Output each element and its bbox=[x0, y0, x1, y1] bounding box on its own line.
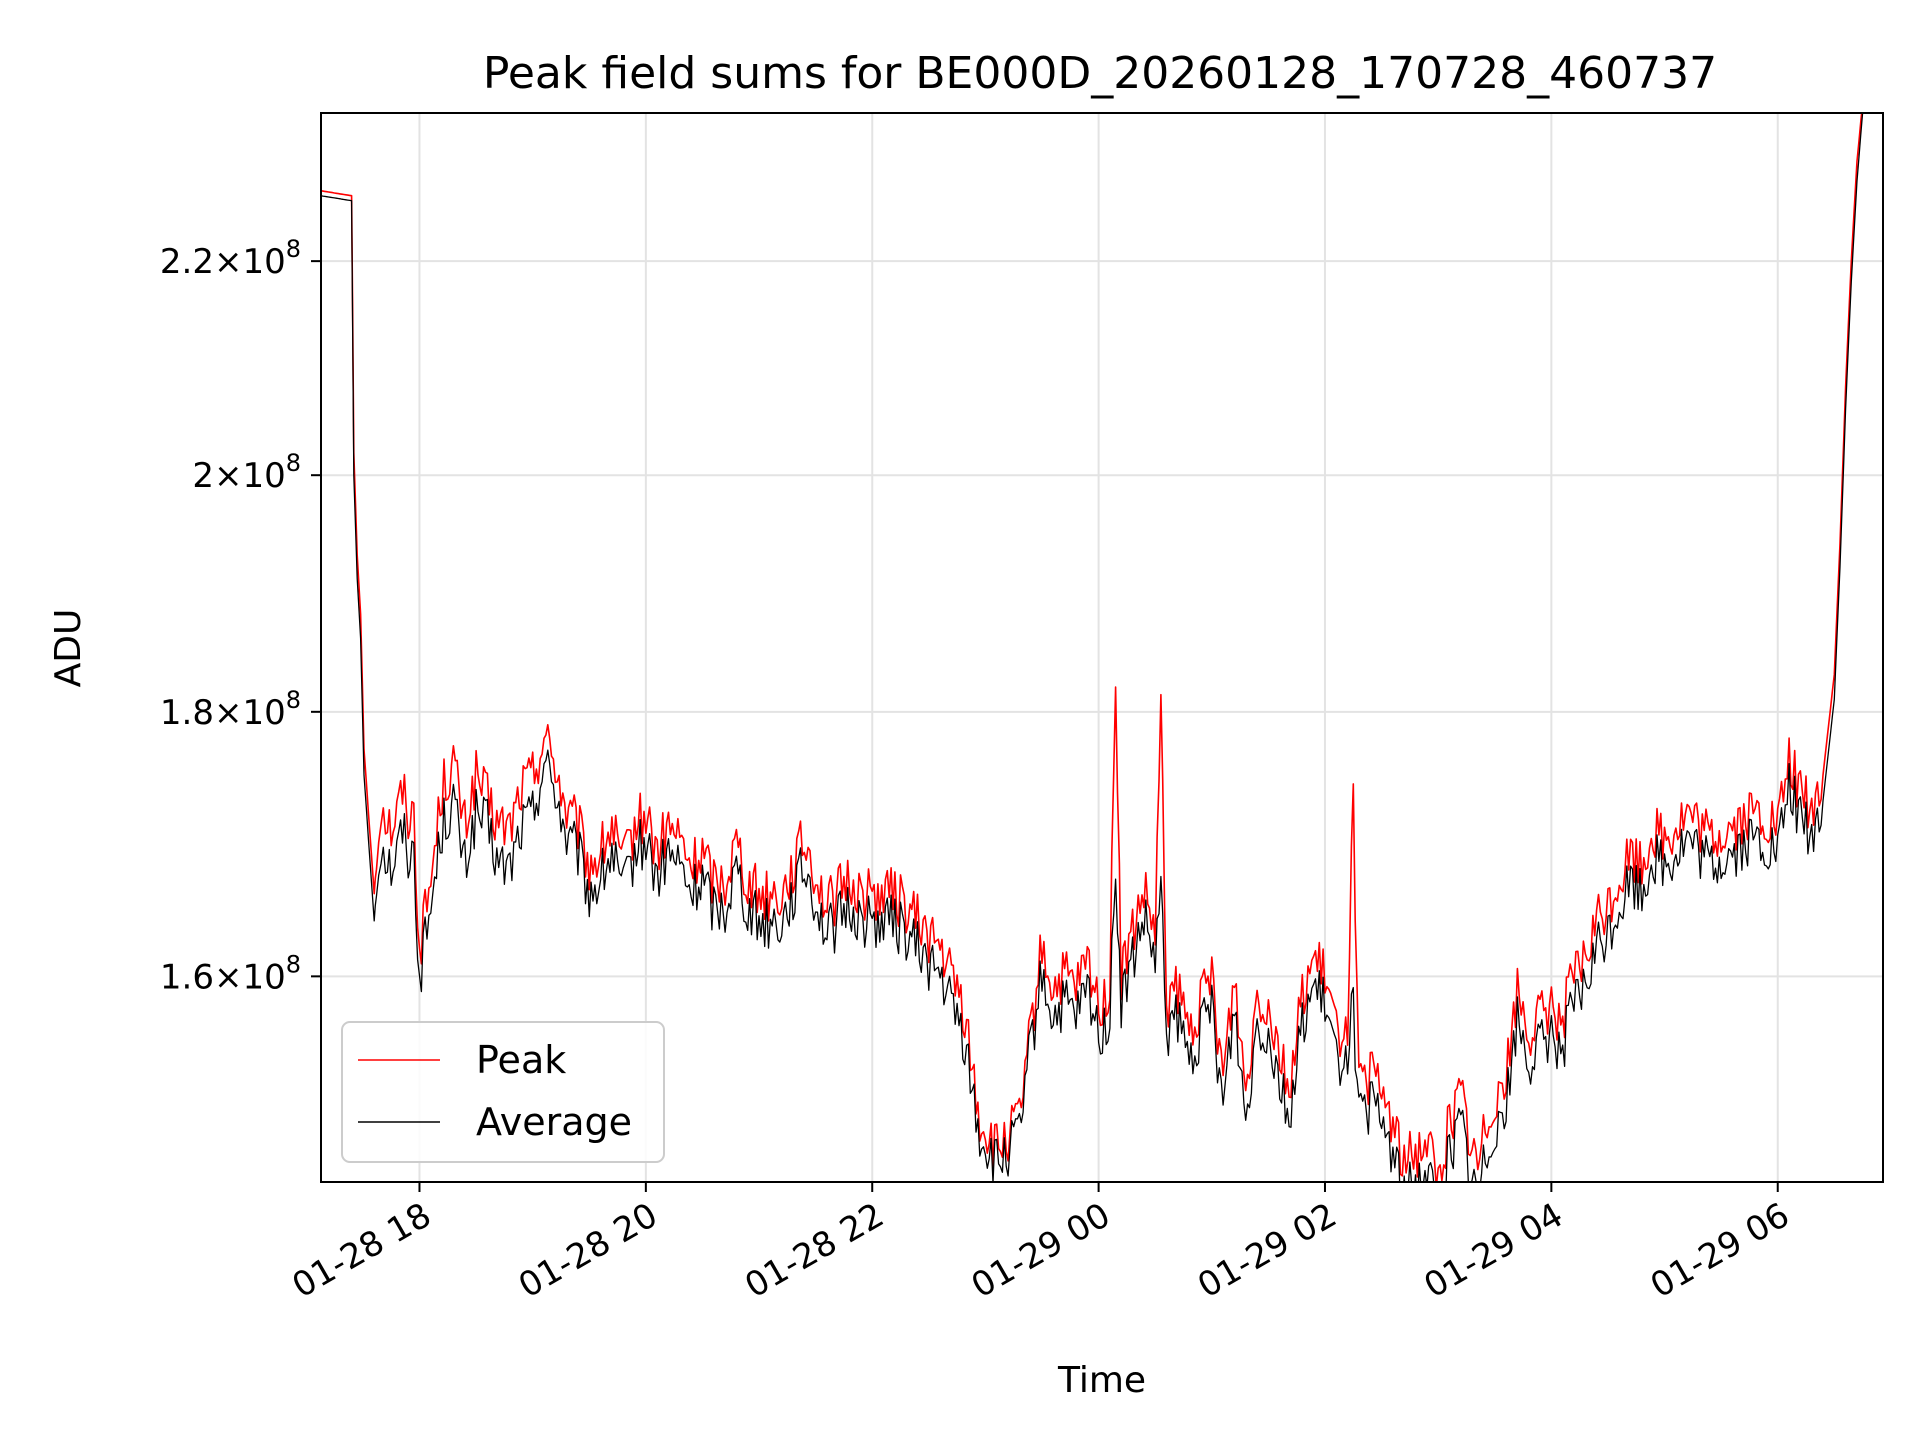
series-line-peak bbox=[321, 113, 1863, 1182]
legend-label-peak: Peak bbox=[476, 1038, 566, 1082]
plot-area bbox=[321, 113, 1864, 1182]
y-tick-label: 2×108 bbox=[192, 449, 301, 496]
chart-title: Peak field sums for BE000D_20260128_1707… bbox=[483, 48, 1717, 99]
y-axis: 1.6×108 1.8×108 2×108 2.2×108 bbox=[160, 235, 321, 997]
y-axis-label: ADU bbox=[48, 609, 89, 688]
y-tick-label: 2.2×108 bbox=[160, 235, 301, 282]
plot-frame bbox=[320, 112, 1884, 1183]
x-axis-label: Time bbox=[1057, 1360, 1146, 1401]
series-line-average bbox=[321, 113, 1864, 1182]
grid-lines bbox=[321, 113, 1883, 1182]
legend: Peak Average bbox=[341, 1021, 665, 1163]
y-tick-label: 1.6×108 bbox=[160, 950, 301, 997]
legend-label-average: Average bbox=[476, 1100, 632, 1144]
y-tick-label: 1.8×108 bbox=[160, 686, 301, 733]
legend-box bbox=[341, 1021, 665, 1163]
